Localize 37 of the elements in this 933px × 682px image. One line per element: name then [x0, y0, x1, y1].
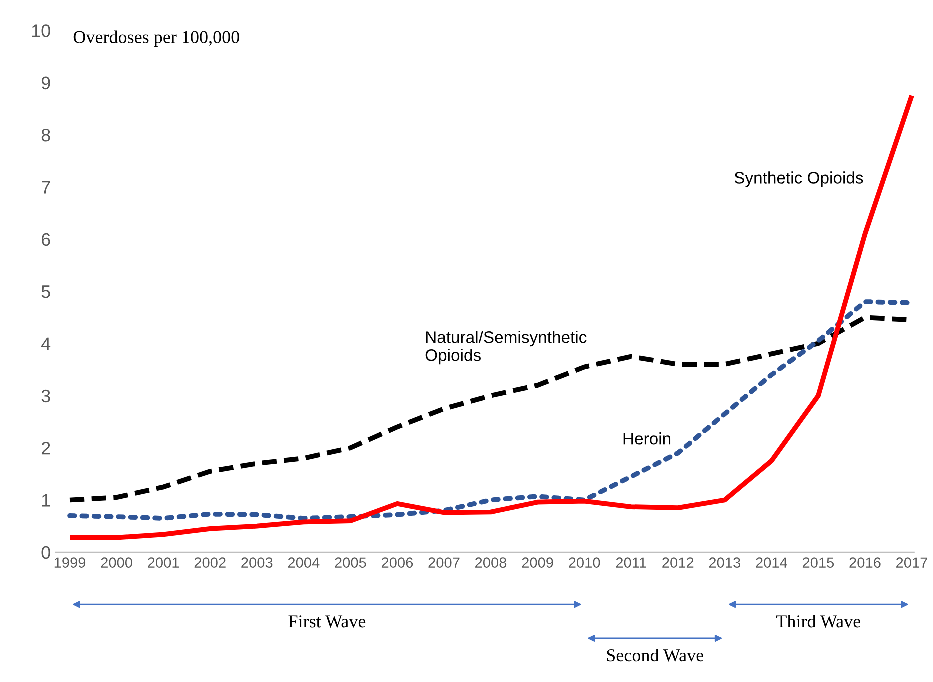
y-tick-label: 3 [42, 390, 50, 403]
x-tick-label: 2009 [522, 558, 554, 568]
y-tick-label: 7 [42, 181, 50, 194]
y-tick-label: 10 [32, 24, 50, 38]
x-tick-label: 2015 [802, 558, 834, 568]
y-axis-title: Overdoses per 100,000 [74, 30, 240, 48]
text: Third Wave [776, 615, 860, 628]
x-tick-label: 2001 [148, 558, 180, 568]
y-tick-label: 2 [42, 442, 50, 455]
x-tick-label: 2000 [101, 558, 132, 568]
annotation: Natural/Semisynthetic Opioids [426, 331, 587, 365]
x-tick-label: 2002 [194, 558, 226, 568]
text: First Wave [288, 616, 366, 628]
x-tick-label: 2008 [476, 558, 507, 568]
x-tick-label: 2011 [616, 558, 646, 568]
y-tick-label: 0 [42, 546, 50, 560]
x-tick-label: 2007 [428, 558, 460, 568]
text: Second Wave [607, 648, 704, 662]
x-tick-label: 2003 [242, 558, 273, 568]
y-tick-label: 5 [42, 286, 50, 298]
x-tick-label: 2004 [288, 558, 320, 568]
x-tick-label: 2013 [709, 558, 740, 568]
x-tick-label: 1999 [54, 558, 86, 568]
y-tick-label: 4 [41, 338, 51, 350]
annotation: Heroin [624, 432, 671, 445]
y-tick-label: 9 [42, 76, 50, 90]
y-tick-label: 8 [42, 128, 50, 142]
x-tick-label: 2005 [335, 558, 366, 568]
x-tick-label: 2017 [896, 558, 928, 568]
y-tick-label: 6 [42, 233, 50, 246]
x-tick-label: 2006 [382, 558, 414, 568]
y-tick-label: 1 [42, 494, 50, 507]
x-tick-label: 2012 [662, 558, 694, 568]
annotation: Synthetic Opioids [734, 172, 864, 188]
x-tick-label: 2016 [850, 558, 881, 568]
x-tick-label: 2010 [569, 558, 600, 568]
x-tick-label: 2014 [756, 558, 788, 568]
